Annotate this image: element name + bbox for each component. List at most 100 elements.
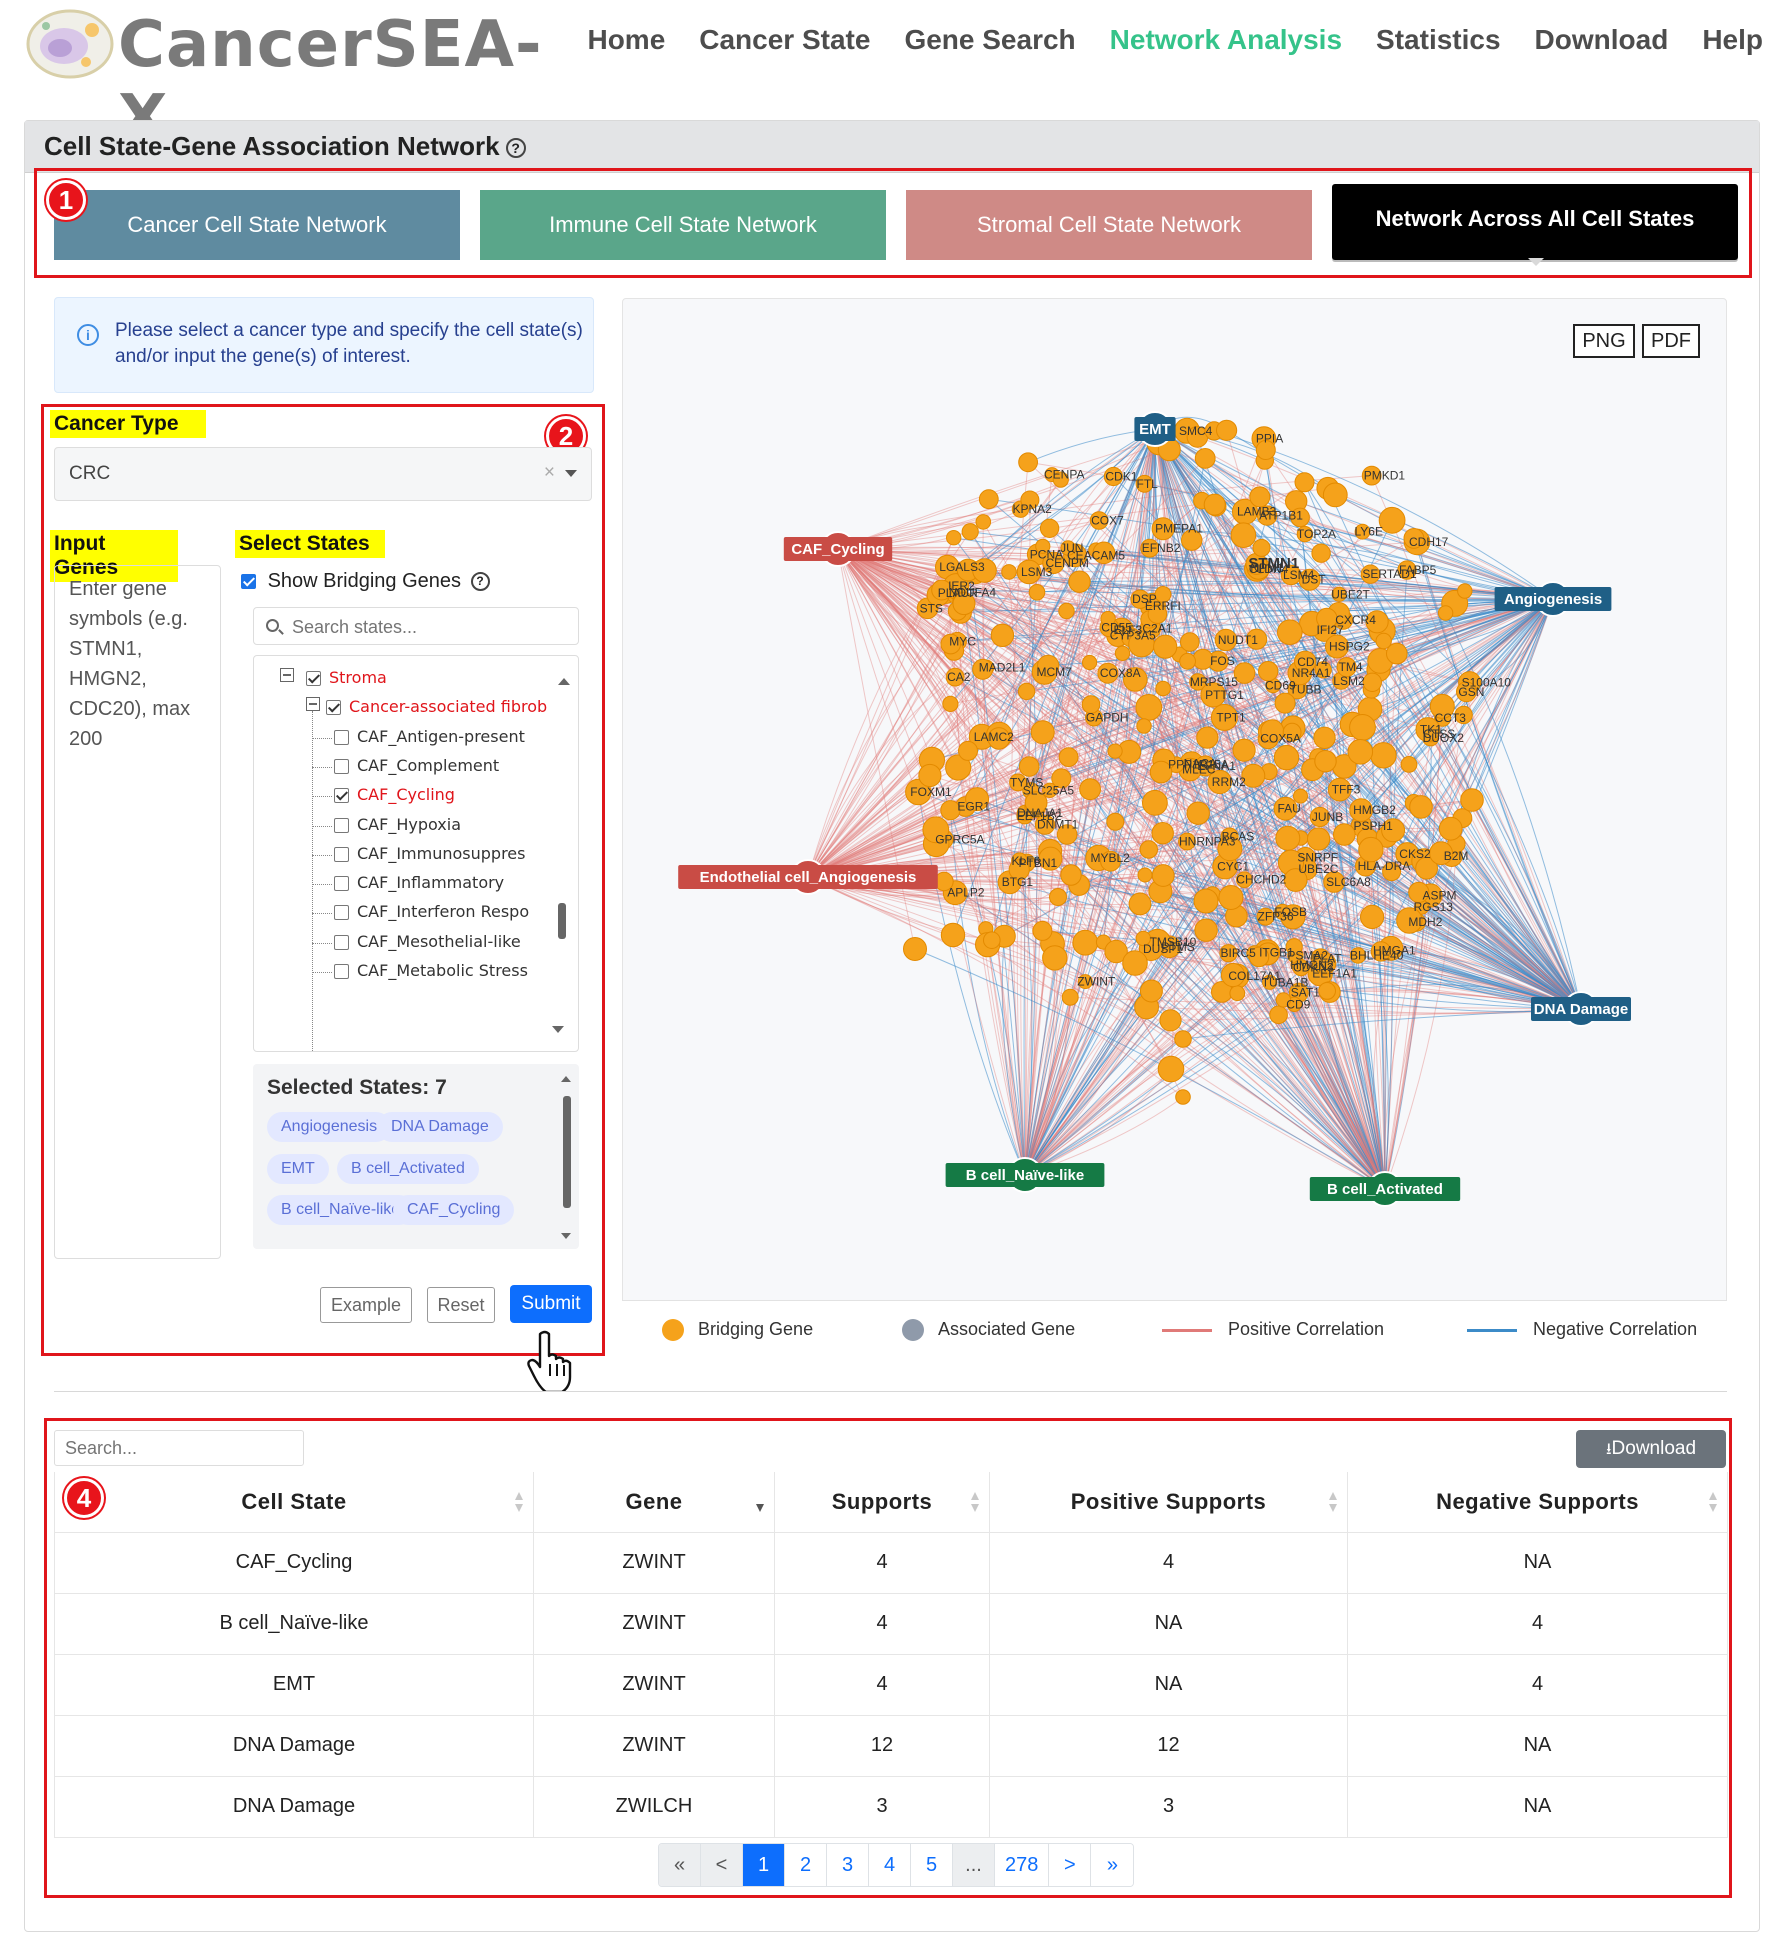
bridging-gene-node[interactable] bbox=[972, 658, 994, 680]
tree-scrollbar[interactable] bbox=[558, 903, 566, 939]
bridging-gene-node[interactable] bbox=[1151, 822, 1174, 845]
tree-item[interactable]: CAF_Mesothelial-like bbox=[334, 932, 521, 951]
page-link[interactable]: » bbox=[1091, 1844, 1134, 1886]
table-row[interactable]: DNA Damage ZWINT 12 12 NA bbox=[54, 1714, 1728, 1777]
tree-item[interactable]: CAF_Immunosuppres bbox=[334, 844, 525, 863]
tree-item[interactable]: CAF_Antigen-present bbox=[334, 727, 525, 746]
bridging-gene-node[interactable] bbox=[1360, 564, 1381, 584]
bridging-gene-node[interactable] bbox=[1256, 907, 1275, 926]
clear-icon[interactable]: × bbox=[543, 462, 555, 483]
bridging-gene-node[interactable] bbox=[1249, 486, 1271, 508]
table-row[interactable]: DNA Damage ZWILCH 3 3 NA bbox=[54, 1775, 1728, 1838]
bridging-gene-node[interactable] bbox=[1018, 452, 1039, 473]
bridging-gene-node[interactable] bbox=[1147, 604, 1168, 624]
bridging-gene-node[interactable] bbox=[922, 816, 950, 844]
bridging-gene-node[interactable] bbox=[1280, 564, 1302, 586]
bridging-gene-node[interactable] bbox=[1104, 939, 1128, 964]
bridging-gene-node[interactable] bbox=[1107, 743, 1123, 759]
bridging-gene-node[interactable] bbox=[1214, 628, 1238, 652]
bridging-gene-node[interactable] bbox=[1130, 589, 1150, 609]
bridging-gene-node[interactable] bbox=[1409, 795, 1433, 819]
bridging-gene-node[interactable] bbox=[1035, 538, 1051, 554]
bridging-gene-node[interactable] bbox=[1349, 714, 1376, 741]
bridging-gene-node[interactable] bbox=[1386, 642, 1408, 665]
bridging-gene-node[interactable] bbox=[958, 740, 978, 761]
col-header-negative-supports[interactable]: Negative Supports bbox=[1347, 1472, 1728, 1533]
bridging-gene-node[interactable] bbox=[975, 514, 992, 530]
bridging-gene-node[interactable] bbox=[946, 530, 962, 546]
bridging-gene-node[interactable] bbox=[1236, 871, 1253, 889]
tree-item[interactable]: CAF_Hypoxia bbox=[334, 815, 461, 834]
tree-checkbox[interactable] bbox=[334, 934, 349, 950]
bridging-gene-node[interactable] bbox=[1274, 692, 1296, 714]
scroll-up-icon[interactable] bbox=[558, 678, 570, 685]
bridging-gene-node[interactable] bbox=[1139, 979, 1163, 1003]
bridging-gene-node[interactable] bbox=[1140, 538, 1160, 558]
bridging-gene-node[interactable] bbox=[1246, 628, 1268, 650]
bridging-gene-node[interactable] bbox=[1275, 825, 1301, 851]
bridging-gene-node[interactable] bbox=[1438, 816, 1463, 841]
submit-button[interactable]: Submit bbox=[510, 1285, 592, 1323]
page-link[interactable]: 2 bbox=[785, 1844, 827, 1886]
bridging-gene-node[interactable] bbox=[1314, 750, 1337, 773]
bridging-gene-node[interactable] bbox=[1079, 778, 1102, 801]
bridging-gene-node[interactable] bbox=[1042, 782, 1058, 798]
nav-network-analysis[interactable]: Network Analysis bbox=[1109, 24, 1343, 55]
bridging-gene-node[interactable] bbox=[1049, 888, 1067, 906]
bridging-gene-node[interactable] bbox=[983, 931, 1001, 950]
bridging-gene-node[interactable] bbox=[1362, 672, 1382, 692]
app-logo[interactable]: CancerSEA-X bbox=[24, 4, 544, 156]
bridging-gene-node[interactable] bbox=[1089, 511, 1109, 530]
tab-immune-cell-state-network[interactable]: Immune Cell State Network bbox=[480, 190, 886, 260]
bridging-gene-node[interactable] bbox=[1135, 474, 1154, 493]
selected-state-tag[interactable]: Angiogenesis bbox=[267, 1112, 392, 1142]
bridging-gene-node[interactable] bbox=[1378, 506, 1406, 534]
tree-checkbox[interactable] bbox=[306, 671, 321, 686]
tab-stromal-cell-state-network[interactable]: Stromal Cell State Network bbox=[906, 190, 1312, 260]
tree-checkbox[interactable] bbox=[334, 758, 349, 774]
bridging-gene-node[interactable] bbox=[952, 592, 976, 616]
bridging-gene-node[interactable] bbox=[1092, 541, 1116, 565]
bridging-gene-node[interactable] bbox=[1381, 818, 1406, 843]
bridging-gene-node[interactable] bbox=[1051, 768, 1072, 789]
bridging-gene-node[interactable] bbox=[1216, 419, 1238, 441]
bridging-gene-node[interactable] bbox=[1360, 904, 1385, 930]
bridging-gene-node[interactable] bbox=[1060, 864, 1082, 886]
bridging-gene-node[interactable] bbox=[1370, 742, 1397, 769]
tree-checkbox[interactable] bbox=[334, 905, 349, 921]
bridging-gene-node[interactable] bbox=[1137, 867, 1153, 883]
bridging-gene-node[interactable] bbox=[1293, 788, 1308, 804]
bridging-gene-node[interactable] bbox=[1061, 988, 1079, 1006]
bridging-gene-node[interactable] bbox=[1157, 1055, 1185, 1083]
state-search-input[interactable] bbox=[292, 614, 572, 640]
bridging-gene-node[interactable] bbox=[1175, 1089, 1191, 1105]
bridging-gene-node[interactable] bbox=[1103, 466, 1123, 487]
bridging-gene-node[interactable] bbox=[1220, 962, 1246, 988]
bridging-gene-node[interactable] bbox=[1030, 720, 1055, 745]
selected-state-tag[interactable]: B cell_Naïve-like bbox=[267, 1195, 415, 1225]
bridging-gene-node[interactable] bbox=[940, 800, 961, 821]
bridging-gene-node[interactable] bbox=[1018, 756, 1040, 777]
tree-item[interactable]: Cancer-associated fibrob bbox=[326, 697, 547, 716]
bridging-gene-node[interactable] bbox=[1282, 722, 1302, 742]
tree-checkbox[interactable] bbox=[334, 817, 349, 833]
bridging-gene-node[interactable] bbox=[1429, 841, 1453, 866]
bridging-gene-node[interactable] bbox=[1397, 560, 1417, 580]
bridging-gene-node[interactable] bbox=[1042, 551, 1065, 574]
bridging-gene-node[interactable] bbox=[1200, 682, 1226, 708]
pdf-download-button[interactable]: PDF bbox=[1642, 324, 1700, 358]
show-bridging-genes-toggle[interactable]: Show Bridging Genes ? bbox=[241, 570, 490, 593]
bridging-gene-node[interactable] bbox=[1314, 952, 1337, 975]
bridging-gene-node[interactable] bbox=[1382, 862, 1402, 882]
tree-item[interactable]: CAF_Metabolic Stress bbox=[334, 961, 528, 980]
bridging-gene-node[interactable] bbox=[1396, 907, 1423, 934]
bridging-gene-node[interactable] bbox=[1258, 661, 1279, 682]
bridging-gene-node[interactable] bbox=[1229, 985, 1246, 1002]
bridging-gene-node[interactable] bbox=[1456, 681, 1477, 703]
bridging-gene-node[interactable] bbox=[1186, 801, 1210, 825]
page-link[interactable]: « bbox=[659, 1844, 701, 1886]
page-link[interactable]: 5 bbox=[911, 1844, 953, 1886]
state-search-box[interactable] bbox=[253, 607, 579, 645]
nav-cancer-state[interactable]: Cancer State bbox=[699, 24, 871, 55]
bridging-gene-node[interactable] bbox=[1349, 798, 1373, 822]
